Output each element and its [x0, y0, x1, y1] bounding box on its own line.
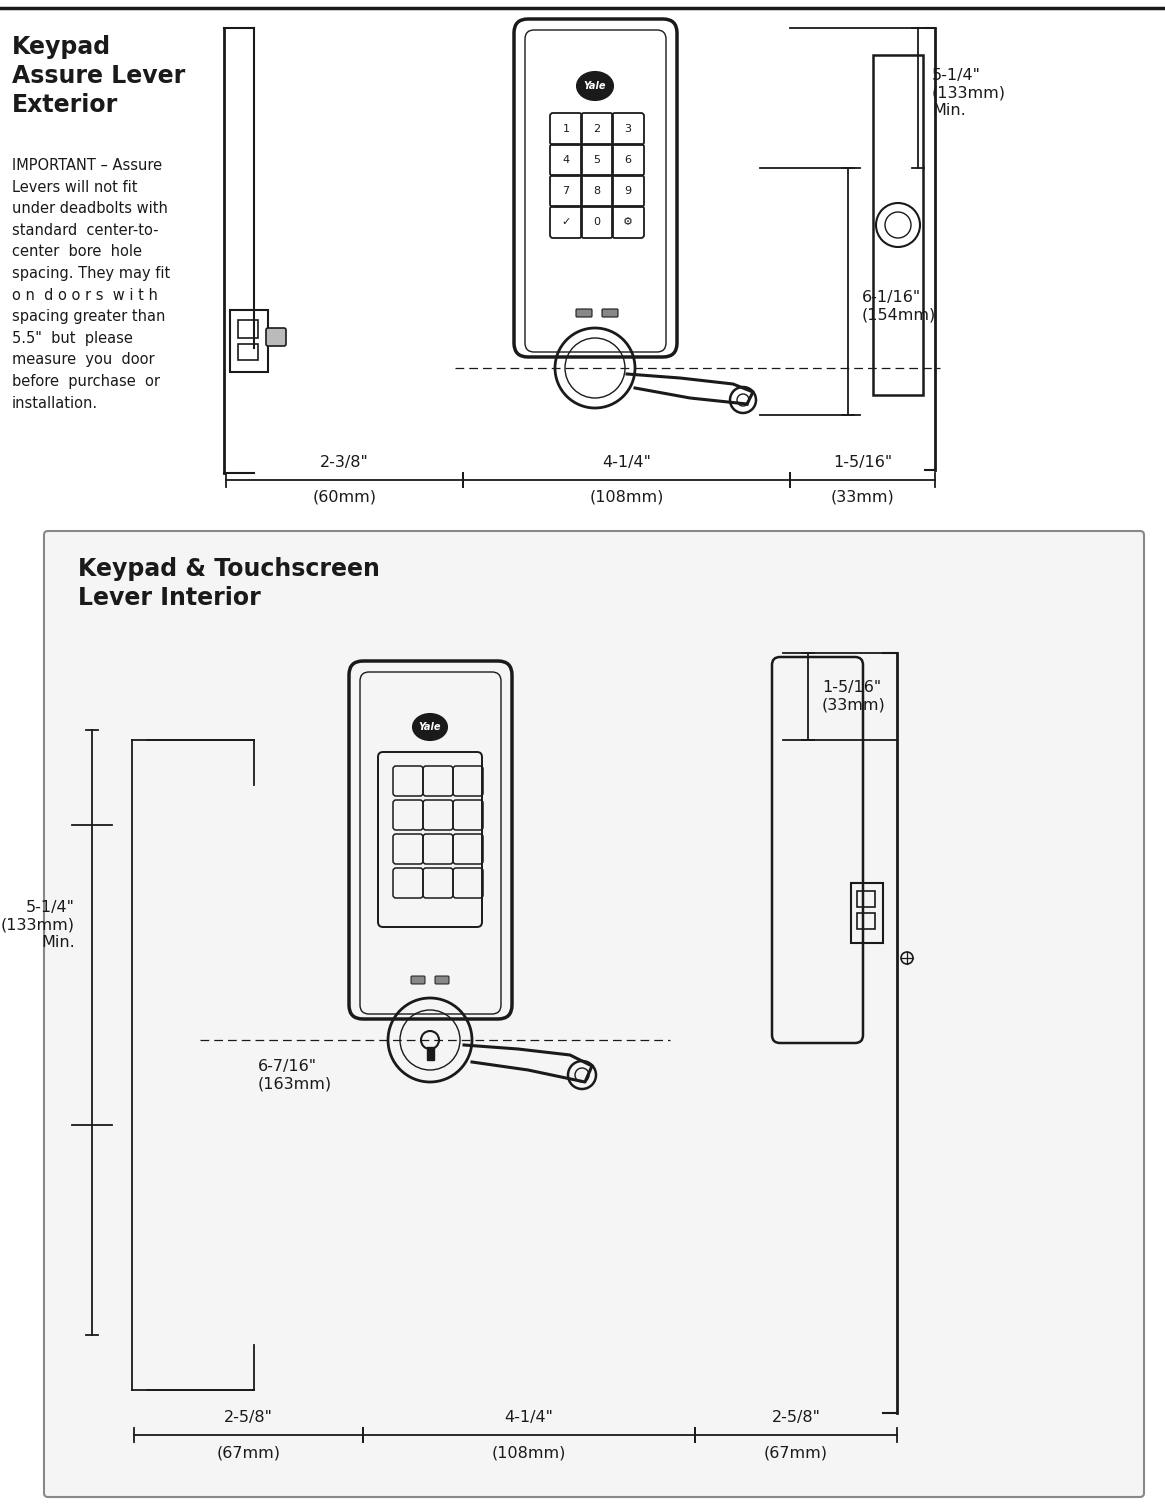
Text: ✓: ✓: [562, 217, 571, 226]
Text: 5-1/4"
(133mm)
Min.: 5-1/4" (133mm) Min.: [1, 900, 75, 950]
Bar: [873, 54, 923, 396]
Text: 9: 9: [624, 186, 631, 196]
Text: (67mm): (67mm): [764, 1445, 828, 1460]
Text: 2-3/8": 2-3/8": [320, 455, 369, 470]
Text: 1-5/16": 1-5/16": [833, 455, 892, 470]
Ellipse shape: [414, 714, 447, 740]
Bar: [238, 344, 257, 359]
Text: (108mm): (108mm): [492, 1445, 566, 1460]
Text: 1: 1: [563, 124, 570, 134]
Text: 6-7/16"
(163mm): 6-7/16" (163mm): [257, 1059, 332, 1092]
FancyBboxPatch shape: [44, 532, 1144, 1496]
FancyBboxPatch shape: [435, 975, 449, 985]
Text: ⚙: ⚙: [623, 217, 633, 226]
Text: IMPORTANT – Assure
Levers will not fit
under deadbolts with
standard  center-to-: IMPORTANT – Assure Levers will not fit u…: [12, 159, 170, 411]
Bar: [230, 310, 268, 371]
Text: 5-1/4"
(133mm)
Min.: 5-1/4" (133mm) Min.: [932, 68, 1007, 118]
Bar: [857, 891, 875, 908]
Text: 2-5/8": 2-5/8": [224, 1410, 273, 1425]
Text: 0: 0: [593, 217, 600, 226]
Text: Yale: Yale: [418, 722, 442, 732]
Text: 5: 5: [593, 156, 600, 165]
Bar: [850, 883, 883, 944]
Text: 2: 2: [593, 124, 601, 134]
Bar: [857, 914, 875, 929]
Text: 1-5/16"
(33mm): 1-5/16" (33mm): [822, 681, 885, 713]
Text: 2-5/8": 2-5/8": [771, 1410, 820, 1425]
Text: 4-1/4": 4-1/4": [504, 1410, 553, 1425]
FancyBboxPatch shape: [602, 310, 617, 317]
Text: (67mm): (67mm): [217, 1445, 281, 1460]
Ellipse shape: [577, 72, 613, 100]
Text: 4: 4: [563, 156, 570, 165]
FancyBboxPatch shape: [411, 975, 425, 985]
FancyBboxPatch shape: [576, 310, 592, 317]
Bar: [426, 1046, 433, 1060]
Text: 4-1/4": 4-1/4": [602, 455, 651, 470]
Text: 3: 3: [624, 124, 631, 134]
Text: (60mm): (60mm): [312, 491, 376, 504]
Text: Yale: Yale: [584, 82, 606, 91]
Text: Keypad & Touchscreen
Lever Interior: Keypad & Touchscreen Lever Interior: [78, 557, 380, 610]
FancyBboxPatch shape: [266, 328, 285, 346]
Text: 8: 8: [593, 186, 601, 196]
Text: (108mm): (108mm): [589, 491, 664, 504]
Bar: [238, 320, 257, 338]
Text: Keypad
Assure Lever
Exterior: Keypad Assure Lever Exterior: [12, 35, 185, 116]
Text: 6: 6: [624, 156, 631, 165]
Text: 6-1/16"
(154mm): 6-1/16" (154mm): [862, 290, 937, 323]
Text: (33mm): (33mm): [831, 491, 895, 504]
Text: 7: 7: [563, 186, 570, 196]
